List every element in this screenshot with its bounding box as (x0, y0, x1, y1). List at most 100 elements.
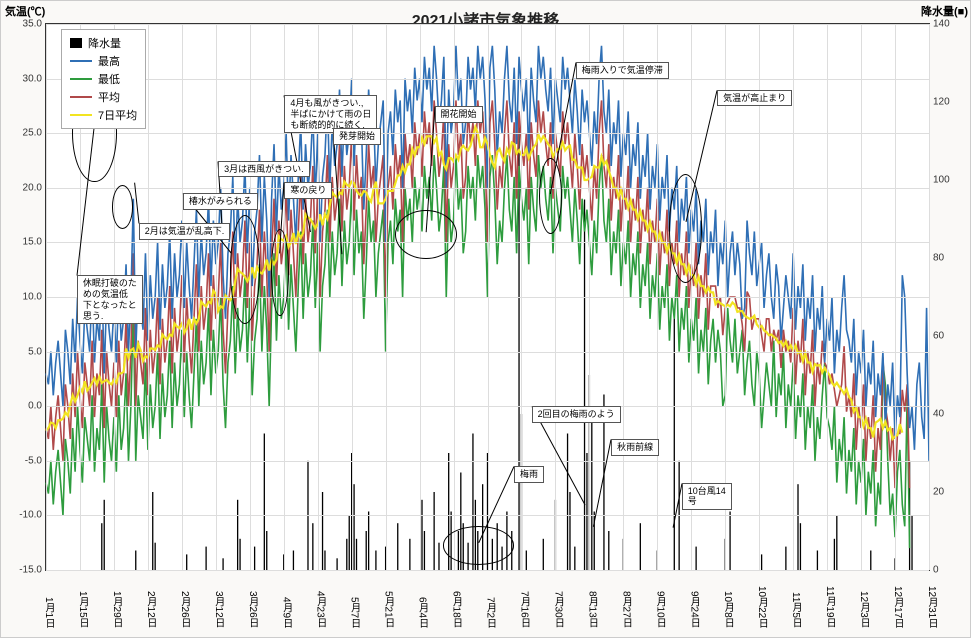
precip-bar (761, 554, 762, 570)
annotation-box: 発芽開始 (333, 128, 381, 145)
x-tick: 5月7日 (347, 597, 362, 628)
annotation-box: 気温が高止まり (717, 90, 792, 107)
precip-bar (608, 531, 609, 570)
precip-bar (870, 551, 871, 571)
legend-label: 最高 (98, 53, 120, 69)
y-right-tick: 40 (933, 409, 963, 420)
precip-bar (368, 512, 369, 571)
annotation-box: 2月は気温が乱高下. (139, 223, 231, 240)
x-tick: 3月12日 (211, 591, 226, 628)
precip-bar (433, 492, 434, 570)
precip-bar (104, 500, 105, 570)
x-tick: 11月19日 (822, 586, 837, 628)
annotation-box: 10台風14 号 (682, 483, 732, 511)
precip-bar (186, 554, 187, 570)
precip-bar (591, 414, 592, 570)
precip-bar (324, 551, 325, 571)
precip-bar (836, 515, 837, 570)
annotation-box: 休眠打破のた めの気温低 下となったと 思う. (77, 275, 143, 324)
legend-swatch-line (70, 78, 92, 80)
precip-bar (254, 547, 255, 570)
annotation-box: 秋雨前線 (611, 439, 659, 456)
x-tick: 8月13日 (584, 591, 599, 628)
annotation-box: 梅雨入りで気温停滞 (576, 62, 669, 79)
x-tick: 4月23日 (313, 591, 328, 628)
precip-bar (729, 512, 730, 571)
y-right-tick: 80 (933, 253, 963, 264)
precip-bar (135, 551, 136, 571)
precip-bar (674, 317, 675, 571)
precip-bar (526, 551, 527, 571)
x-tick: 7月2日 (483, 597, 498, 628)
legend-label: 平均 (98, 89, 120, 105)
y-left-tick: 25.0 (8, 128, 42, 139)
precip-bar (911, 515, 912, 570)
highlight-ellipse (669, 174, 703, 283)
y-right-tick: 100 (933, 175, 963, 186)
x-tick: 2月12日 (143, 591, 158, 628)
y-left-tick: 35.0 (8, 19, 42, 30)
legend-row: 7日平均 (70, 106, 137, 124)
precip-bar (349, 515, 350, 570)
precip-bar (293, 551, 294, 571)
x-tick: 10月8日 (720, 591, 735, 628)
precip-bar (312, 523, 313, 570)
annotation-box: 椿水がみられる (183, 193, 258, 210)
precip-bar (785, 547, 786, 570)
y-left-tick: -15.0 (8, 565, 42, 576)
precip-bar (695, 547, 696, 570)
y-left-tick: 30.0 (8, 73, 42, 84)
annotation-box: 梅雨 (514, 466, 544, 483)
y-right-tick: 120 (933, 97, 963, 108)
precip-bar (586, 453, 587, 570)
precip-bar (152, 492, 153, 570)
precip-bar (424, 531, 425, 570)
precip-bar (356, 539, 357, 570)
legend-label: 7日平均 (98, 107, 137, 123)
x-tick: 8月27日 (618, 591, 633, 628)
y-right-tick: 140 (933, 19, 963, 30)
legend-row: 平均 (70, 88, 137, 106)
precip-bar (101, 523, 102, 570)
y-right-tick: 20 (933, 487, 963, 498)
precip-bar (797, 484, 798, 570)
precip-bar (640, 523, 641, 570)
x-tick: 9月10日 (652, 591, 667, 628)
precip-bar (222, 558, 223, 570)
precip-bar (264, 434, 265, 571)
highlight-ellipse (539, 158, 562, 234)
precip-bar (834, 539, 835, 570)
x-tick: 1月1日 (41, 597, 56, 628)
legend-label: 最低 (98, 71, 120, 87)
annotation-box: 寒の戻り (284, 182, 332, 199)
x-tick: 10月22日 (754, 586, 769, 628)
y-left-tick: 15.0 (8, 237, 42, 248)
precip-bar (346, 539, 347, 570)
precip-bar (237, 500, 238, 570)
y-right-tick: 60 (933, 331, 963, 342)
precip-bar (800, 523, 801, 570)
y-left-tick: 20.0 (8, 182, 42, 193)
precip-bar (205, 547, 206, 570)
y-left-tick: -10.0 (8, 510, 42, 521)
x-tick: 2月26日 (177, 591, 192, 628)
y-right-tick: 0 (933, 565, 963, 576)
legend-row: 最高 (70, 52, 137, 70)
x-tick: 6月4日 (415, 597, 430, 628)
x-tick: 11月5日 (788, 592, 803, 628)
y-left-tick: 10.0 (8, 292, 42, 303)
highlight-ellipse (230, 215, 260, 324)
legend-row: 最低 (70, 70, 137, 88)
precip-bar (336, 558, 337, 570)
legend-swatch-bar (70, 38, 82, 48)
precip-bar (574, 547, 575, 570)
precip-bar (438, 543, 439, 570)
x-tick: 12月17日 (890, 586, 905, 628)
precip-bar (239, 539, 240, 570)
x-tick: 7月16日 (516, 591, 531, 628)
y-left-tick: 0.0 (8, 401, 42, 412)
precip-bar (543, 539, 544, 570)
x-tick: 9月24日 (686, 591, 701, 628)
y-left-label: 気温(℃) (5, 3, 45, 19)
y-left-tick: 5.0 (8, 346, 42, 357)
